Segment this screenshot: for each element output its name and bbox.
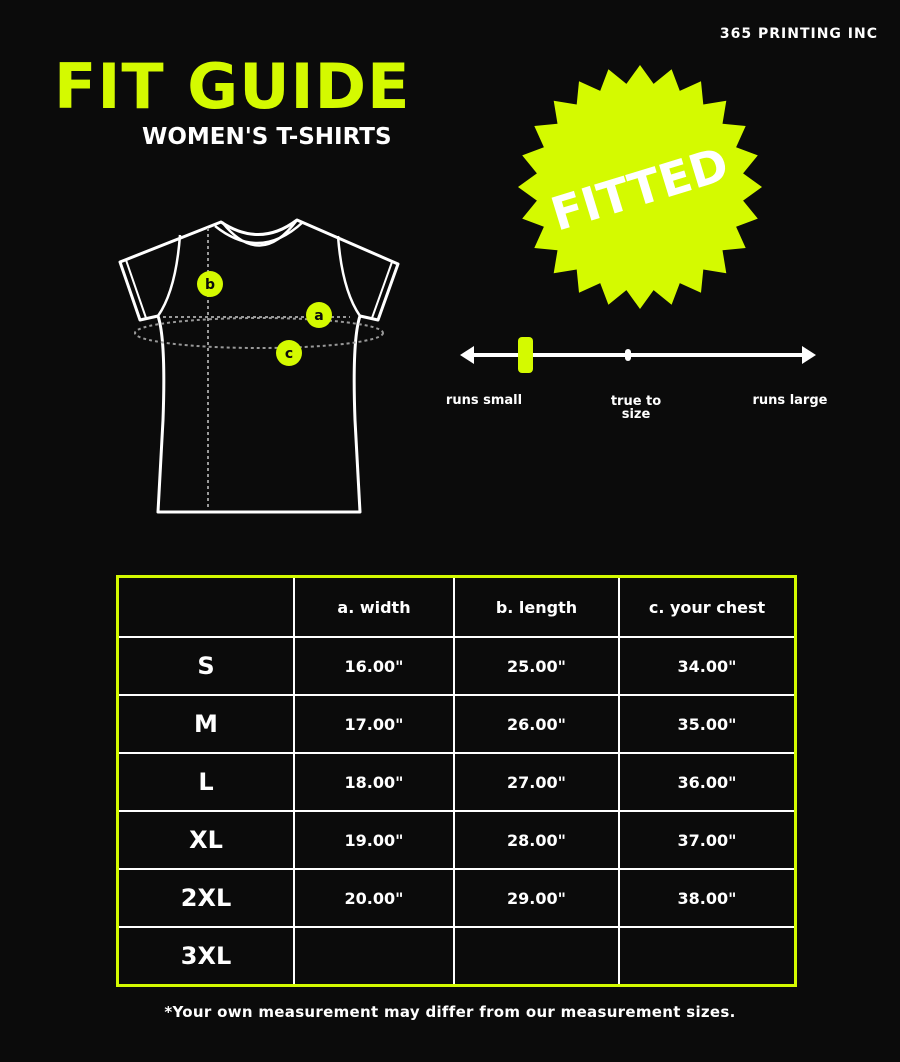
table-row: 2XL 20.00" 29.00" 38.00" — [116, 868, 797, 928]
length-cell: 26.00" — [453, 694, 620, 754]
chest-cell: 38.00" — [618, 868, 797, 928]
chest-cell — [618, 926, 797, 987]
svg-text:c: c — [285, 346, 293, 362]
length-cell: 25.00" — [453, 636, 620, 696]
measurement-lines — [134, 228, 384, 508]
length-cell: 28.00" — [453, 810, 620, 870]
scale-label-true: true to size — [610, 394, 662, 422]
arrow-left-icon — [460, 346, 474, 364]
size-cell: 3XL — [116, 926, 295, 987]
size-cell: S — [116, 636, 295, 696]
chest-cell: 36.00" — [618, 752, 797, 812]
size-cell: XL — [116, 810, 295, 870]
footnote: *Your own measurement may differ from ou… — [164, 1003, 736, 1021]
scale-label-large: runs large — [752, 393, 828, 408]
brand-name: 365 PRINTING INC — [719, 26, 878, 42]
header-size — [116, 575, 295, 638]
illustration-layer: b a c FITTED — [118, 65, 816, 514]
arrow-right-icon — [802, 346, 816, 364]
size-cell: 2XL — [116, 868, 295, 928]
header-length: b. length — [453, 575, 620, 638]
scale-label-small: runs small — [445, 393, 523, 408]
length-cell — [453, 926, 620, 987]
width-cell: 17.00" — [293, 694, 455, 754]
svg-text:a: a — [314, 308, 323, 324]
chest-cell: 34.00" — [618, 636, 797, 696]
width-cell: 18.00" — [293, 752, 455, 812]
page-subtitle: WOMEN'S T-SHIRTS — [142, 124, 392, 150]
fit-scale — [460, 337, 816, 373]
size-cell: L — [116, 752, 295, 812]
label-b-marker: b — [197, 271, 223, 297]
table-row: S 16.00" 25.00" 34.00" — [116, 636, 797, 696]
center-tick — [625, 349, 631, 361]
size-cell: M — [116, 694, 295, 754]
table-header-row: a. width b. length c. your chest — [116, 575, 797, 638]
table-row: XL 19.00" 28.00" 37.00" — [116, 810, 797, 870]
fitted-badge: FITTED — [518, 65, 762, 309]
width-cell — [293, 926, 455, 987]
svg-text:b: b — [205, 277, 215, 293]
length-cell: 29.00" — [453, 868, 620, 928]
starburst-shape — [518, 65, 762, 309]
length-cell: 27.00" — [453, 752, 620, 812]
header-width: a. width — [293, 575, 455, 638]
label-c-marker: c — [276, 340, 302, 366]
width-cell: 16.00" — [293, 636, 455, 696]
fit-indicator — [518, 337, 533, 373]
width-cell: 20.00" — [293, 868, 455, 928]
header-chest: c. your chest — [618, 575, 797, 638]
chest-cell: 37.00" — [618, 810, 797, 870]
label-a-marker: a — [306, 302, 332, 328]
size-table: a. width b. length c. your chest S 16.00"… — [116, 575, 797, 987]
page-title: FIT GUIDE — [54, 50, 411, 123]
table-row: L 18.00" 27.00" 36.00" — [116, 752, 797, 812]
table-row: 3XL — [116, 926, 797, 987]
table-row: M 17.00" 26.00" 35.00" — [116, 694, 797, 754]
width-cell: 19.00" — [293, 810, 455, 870]
tshirt-diagram — [118, 218, 400, 514]
chest-cell: 35.00" — [618, 694, 797, 754]
